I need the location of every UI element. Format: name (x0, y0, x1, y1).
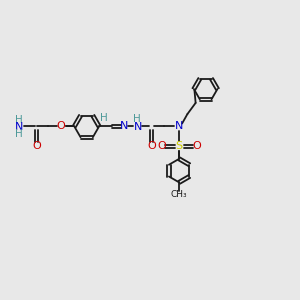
Text: O: O (56, 122, 65, 131)
Text: O: O (147, 141, 156, 151)
Text: N: N (15, 122, 23, 132)
Text: N: N (134, 122, 142, 132)
Text: S: S (176, 142, 183, 152)
Text: H: H (15, 129, 23, 139)
Text: N: N (120, 122, 129, 131)
Text: O: O (192, 142, 201, 152)
Text: H: H (15, 115, 23, 125)
Text: H: H (134, 114, 141, 124)
Text: CH₃: CH₃ (171, 190, 188, 199)
Text: O: O (32, 141, 41, 151)
Text: N: N (175, 122, 183, 131)
Text: O: O (157, 142, 166, 152)
Text: H: H (100, 113, 108, 123)
